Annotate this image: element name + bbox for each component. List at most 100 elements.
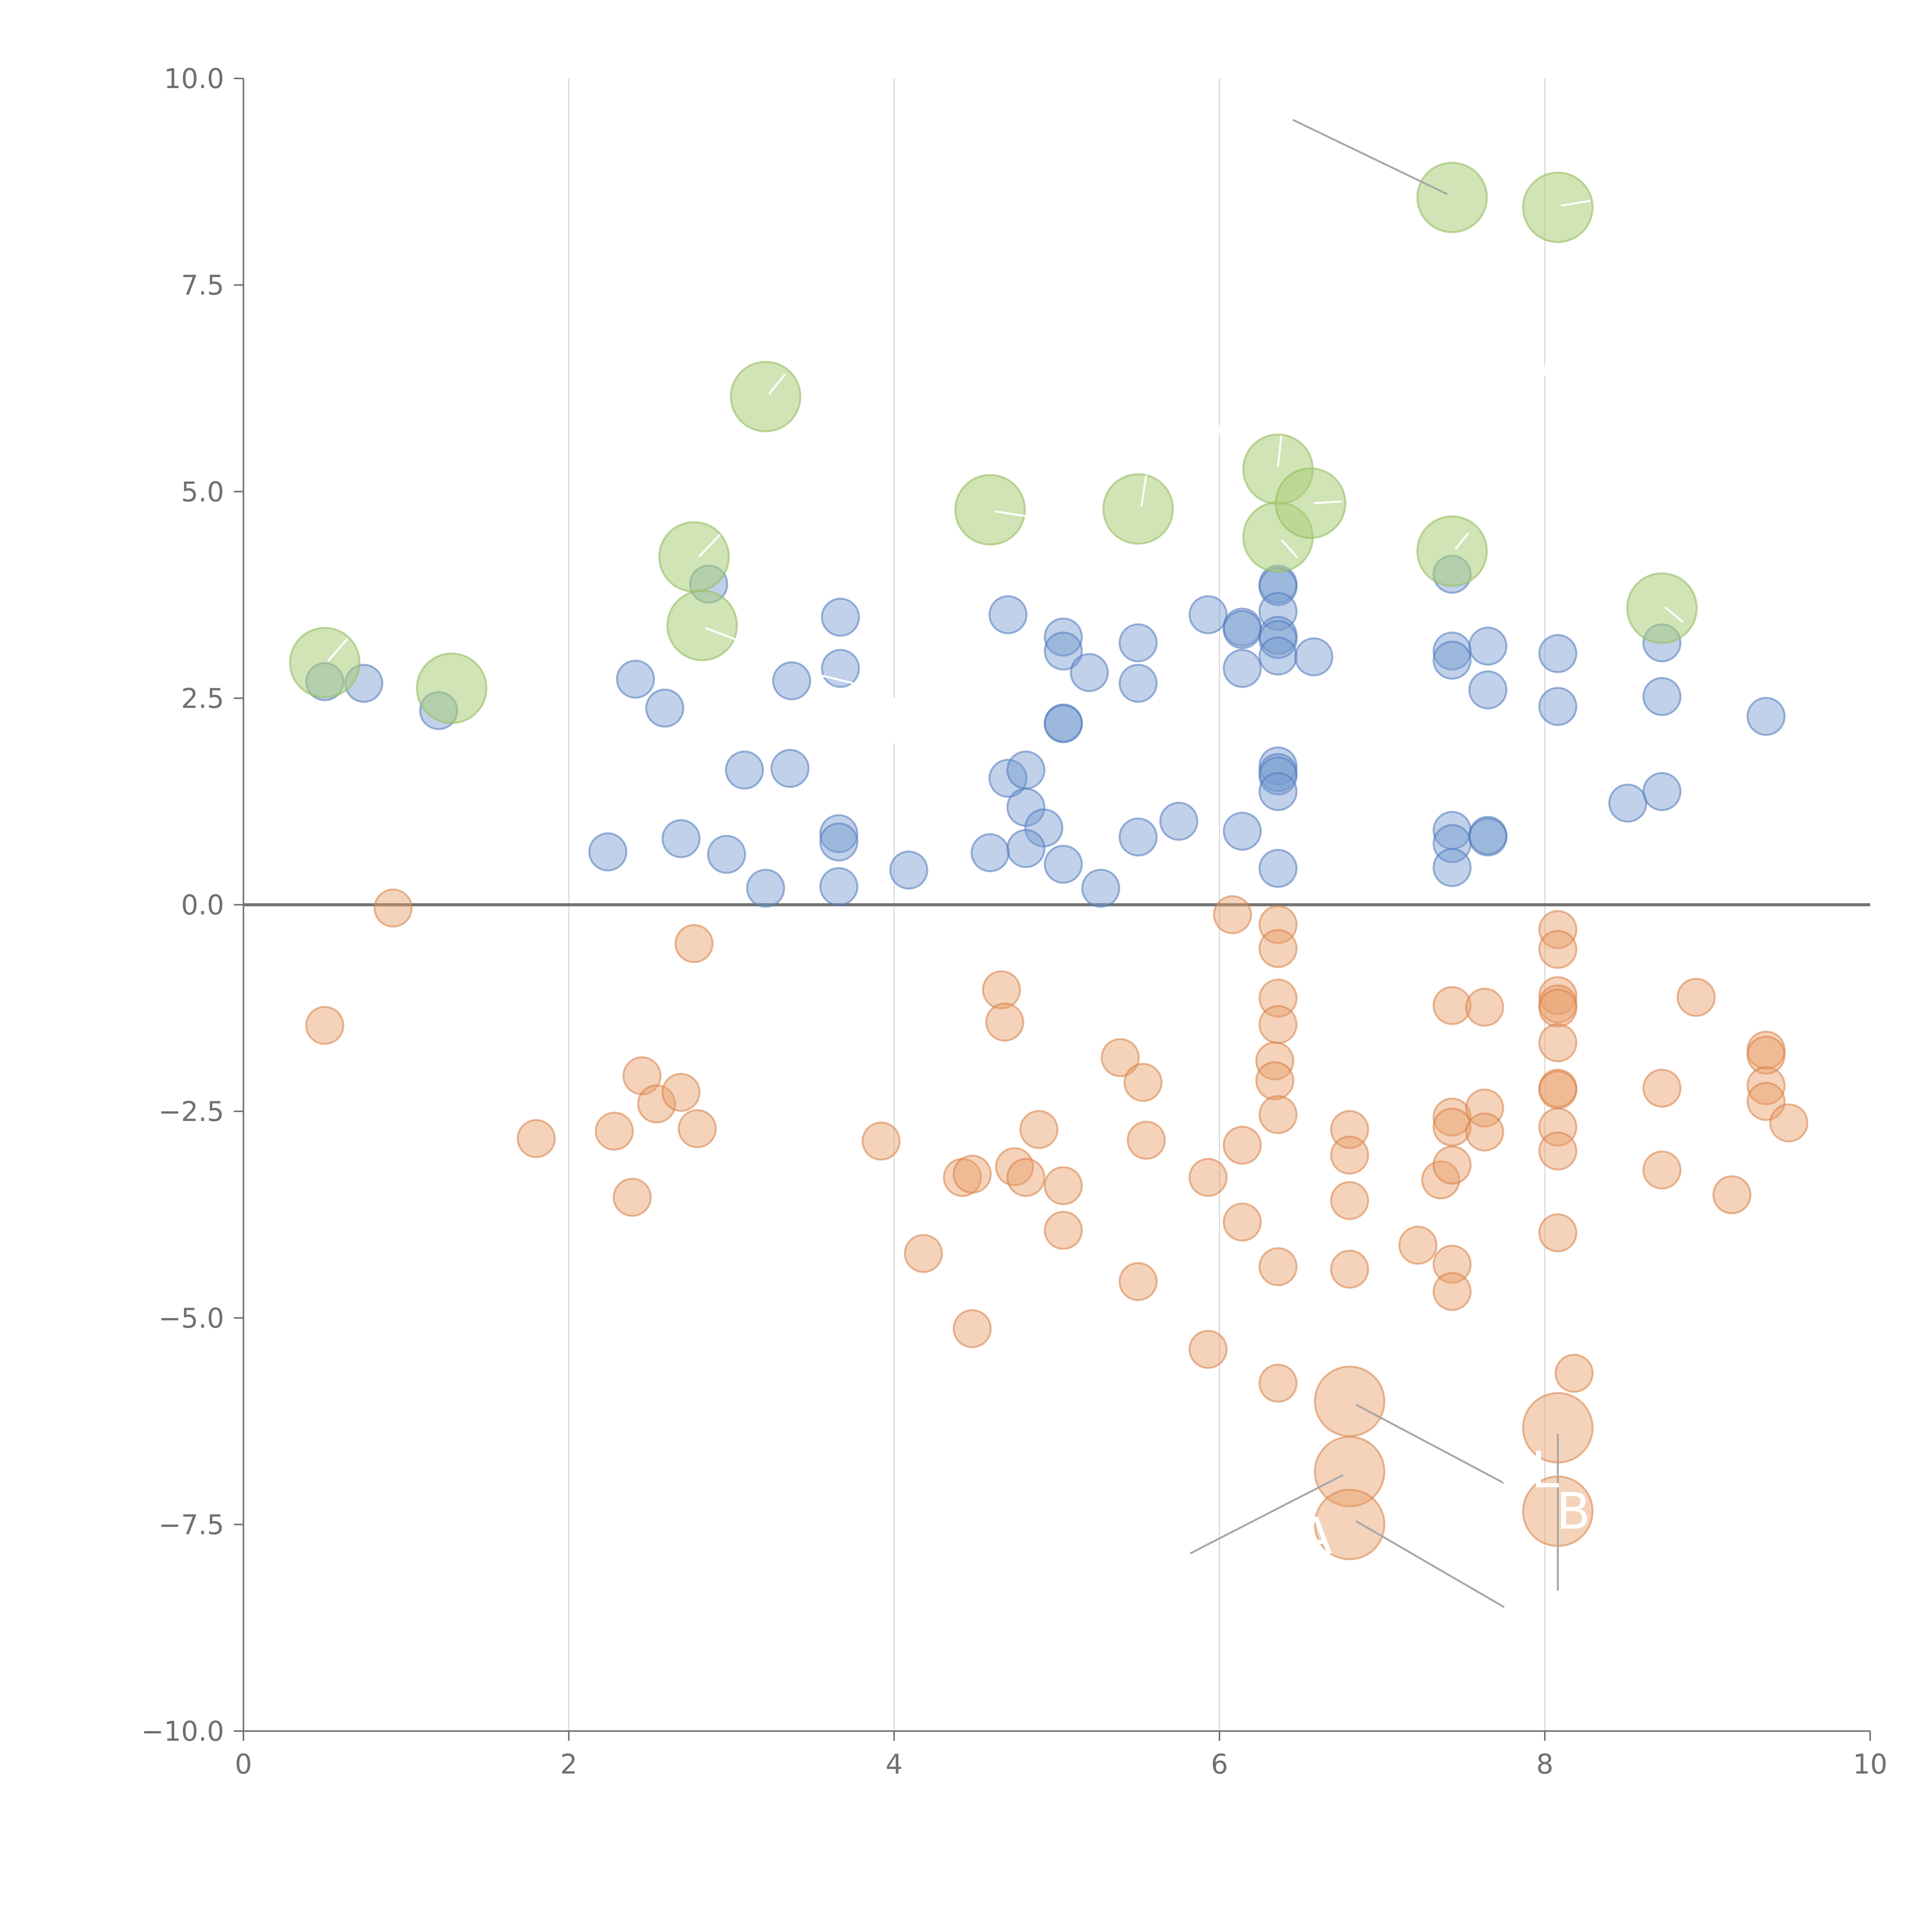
data-point <box>612 1178 652 1217</box>
annotation-leaders <box>327 119 1684 1608</box>
data-point <box>1538 1070 1578 1110</box>
x-tick-label: 6 <box>1211 1748 1228 1780</box>
data-point <box>1416 515 1488 587</box>
data-point <box>1432 1097 1472 1137</box>
data-point <box>1677 978 1716 1017</box>
data-point <box>1330 1135 1369 1175</box>
data-point <box>1465 1088 1504 1128</box>
data-point <box>1432 986 1472 1025</box>
data-point <box>1554 1354 1594 1393</box>
annotation-leader-line <box>1355 1404 1505 1484</box>
data-point <box>1259 1005 1298 1044</box>
data-point <box>1747 1066 1786 1105</box>
data-point <box>1044 1211 1083 1250</box>
data-point <box>678 1109 717 1148</box>
data-point <box>1044 845 1083 884</box>
data-point <box>1712 1175 1752 1214</box>
data-point <box>1642 1068 1682 1108</box>
y-tick-label: −2.5 <box>158 1096 224 1128</box>
data-point <box>1259 772 1298 811</box>
data-point <box>1189 595 1228 634</box>
data-point <box>1538 1213 1578 1252</box>
data-point <box>674 924 714 963</box>
data-point <box>1259 620 1298 659</box>
data-point <box>1330 1250 1369 1289</box>
data-point <box>1189 1330 1228 1369</box>
data-point <box>1259 756 1298 796</box>
data-point <box>1747 1036 1786 1075</box>
annotation-leader-line <box>1190 1474 1344 1554</box>
data-point <box>1432 848 1472 887</box>
data-point <box>1070 653 1109 692</box>
data-point <box>954 474 1026 546</box>
data-point <box>821 597 860 637</box>
data-point <box>1747 697 1786 736</box>
data-point <box>1081 869 1121 908</box>
data-point <box>1538 634 1578 673</box>
annotation-leader-line <box>1292 119 1448 195</box>
data-point <box>1189 1158 1228 1197</box>
data-point <box>1006 750 1046 790</box>
data-point <box>1127 1121 1166 1160</box>
data-point <box>1538 1023 1578 1063</box>
data-point <box>952 1155 992 1194</box>
data-point <box>1538 1131 1578 1171</box>
data-point <box>770 749 810 788</box>
annotation-leader-line <box>768 373 786 395</box>
data-point <box>889 850 929 890</box>
annotation-leader-line <box>1281 539 1298 558</box>
annotation-label-b: B <box>1556 1482 1590 1541</box>
data-point <box>1223 1126 1262 1165</box>
data-point <box>1044 704 1083 743</box>
y-tick-label: −7.5 <box>158 1509 224 1541</box>
y-tick-label: 7.5 <box>181 270 224 301</box>
data-point <box>1102 473 1174 545</box>
data-point <box>988 595 1028 634</box>
annotation-leader-line <box>1314 500 1342 504</box>
data-point <box>988 759 1028 798</box>
data-point <box>1468 670 1508 709</box>
data-point <box>1044 617 1083 657</box>
data-point <box>1626 572 1698 644</box>
data-point <box>1255 1061 1294 1100</box>
data-point <box>821 649 860 688</box>
annotation-leader-line <box>995 510 1039 519</box>
data-point <box>1314 1488 1386 1560</box>
data-point <box>1223 811 1262 851</box>
data-point <box>730 361 801 432</box>
data-point <box>725 750 764 790</box>
y-tick-label: −10.0 <box>141 1716 224 1747</box>
annotation-leader-line <box>1140 475 1148 507</box>
data-point <box>1465 1112 1504 1152</box>
data-point <box>1416 162 1488 233</box>
data-point <box>1259 929 1298 968</box>
annotation-leader-line <box>1544 343 1549 376</box>
data-point <box>661 1073 701 1112</box>
data-point <box>1314 1366 1386 1437</box>
data-point <box>952 1309 992 1349</box>
data-point <box>1044 631 1083 671</box>
annotation-leader-line <box>698 534 721 558</box>
data-point <box>1468 817 1508 857</box>
data-point <box>1259 849 1298 888</box>
data-point <box>416 652 488 724</box>
data-point <box>1432 1145 1472 1185</box>
data-point <box>995 1147 1034 1186</box>
data-point <box>1294 637 1333 677</box>
data-point <box>1538 930 1578 969</box>
annotation-leader-line <box>1355 1520 1505 1608</box>
data-point <box>1259 1247 1298 1286</box>
data-point <box>861 1121 901 1161</box>
data-point <box>1538 910 1578 949</box>
data-point <box>1275 467 1347 539</box>
annotation-leader-line <box>1454 532 1469 550</box>
data-point <box>1006 1158 1046 1197</box>
annotation-leader-line <box>1277 435 1282 467</box>
data-point <box>1538 988 1578 1028</box>
data-point <box>1223 649 1262 688</box>
data-point <box>289 627 361 699</box>
data-point <box>1119 623 1158 663</box>
data-point <box>1642 1150 1682 1190</box>
data-point <box>1398 1226 1438 1265</box>
